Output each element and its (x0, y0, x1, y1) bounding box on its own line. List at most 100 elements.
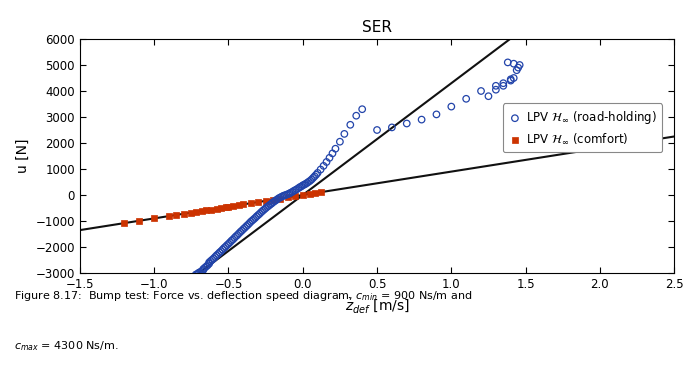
LPV $\mathcal{H}_\infty$ (road-holding) (257, 208, 268, 214)
LPV $\mathcal{H}_\infty$ (road-holding) (461, 96, 472, 102)
LPV $\mathcal{H}_\infty$ (comfort) (260, 198, 271, 204)
LPV $\mathcal{H}_\infty$ (comfort) (134, 218, 145, 224)
LPV $\mathcal{H}_\infty$ (road-holding) (270, 197, 281, 203)
LPV $\mathcal{H}_\infty$ (road-holding) (312, 170, 323, 176)
Point (513, 64, 524, 71)
LPV $\mathcal{H}_\infty$ (road-holding) (199, 265, 211, 271)
LPV $\mathcal{H}_\infty$ (road-holding) (226, 238, 237, 244)
LPV $\mathcal{H}_\infty$ (road-holding) (303, 179, 314, 185)
LPV $\mathcal{H}_\infty$ (road-holding) (514, 62, 525, 68)
LPV $\mathcal{H}_\infty$ (road-holding) (299, 181, 310, 188)
LPV $\mathcal{H}_\infty$ (comfort) (238, 201, 249, 207)
Text: $c_{max}$ = 4300 Ns/m.: $c_{max}$ = 4300 Ns/m. (14, 339, 119, 353)
LPV $\mathcal{H}_\infty$ (road-holding) (244, 220, 255, 227)
LPV $\mathcal{H}_\infty$ (road-holding) (197, 266, 208, 272)
LPV $\mathcal{H}_\infty$ (road-holding) (297, 182, 309, 188)
LPV $\mathcal{H}_\infty$ (road-holding) (234, 230, 245, 237)
LPV $\mathcal{H}_\infty$ (road-holding) (217, 246, 228, 253)
LPV $\mathcal{H}_\infty$ (road-holding) (351, 113, 362, 119)
LPV $\mathcal{H}_\infty$ (road-holding) (215, 248, 227, 254)
Point (483, 93, 494, 99)
LPV $\mathcal{H}_\infty$ (road-holding) (508, 75, 519, 81)
LPV $\mathcal{H}_\infty$ (road-holding) (273, 195, 284, 201)
LPV $\mathcal{H}_\infty$ (comfort) (201, 207, 212, 213)
LPV $\mathcal{H}_\infty$ (road-holding) (190, 271, 202, 278)
LPV $\mathcal{H}_\infty$ (road-holding) (302, 180, 313, 186)
LPV $\mathcal{H}_\infty$ (road-holding) (248, 216, 259, 222)
LPV $\mathcal{H}_\infty$ (comfort) (119, 220, 130, 226)
LPV $\mathcal{H}_\infty$ (road-holding) (260, 205, 271, 211)
LPV $\mathcal{H}_\infty$ (road-holding) (275, 194, 286, 200)
LPV $\mathcal{H}_\infty$ (road-holding) (272, 196, 283, 202)
LPV $\mathcal{H}_\infty$ (comfort) (315, 189, 326, 195)
LPV $\mathcal{H}_\infty$ (road-holding) (311, 172, 322, 178)
X-axis label: $\dot{z}_{def}$ [m/s]: $\dot{z}_{def}$ [m/s] (345, 296, 409, 315)
LPV $\mathcal{H}_\infty$ (comfort) (227, 203, 238, 209)
LPV $\mathcal{H}_\infty$ (road-holding) (211, 252, 222, 259)
LPV $\mathcal{H}_\infty$ (road-holding) (240, 223, 252, 229)
LPV $\mathcal{H}_\infty$ (road-holding) (278, 193, 289, 199)
LPV $\mathcal{H}_\infty$ (comfort) (171, 212, 182, 218)
LPV $\mathcal{H}_\infty$ (comfort) (223, 204, 234, 210)
Point (498, 83, 509, 89)
LPV $\mathcal{H}_\infty$ (road-holding) (338, 131, 350, 137)
LPV $\mathcal{H}_\infty$ (road-holding) (431, 111, 442, 117)
LPV $\mathcal{H}_\infty$ (road-holding) (213, 251, 224, 257)
Legend: LPV $\mathcal{H}_\infty$ (road-holding), LPV $\mathcal{H}_\infty$ (comfort): LPV $\mathcal{H}_\infty$ (road-holding),… (503, 103, 662, 152)
LPV $\mathcal{H}_\infty$ (comfort) (275, 195, 286, 202)
LPV $\mathcal{H}_\infty$ (road-holding) (372, 127, 383, 133)
LPV $\mathcal{H}_\infty$ (road-holding) (247, 217, 258, 223)
Y-axis label: u [N]: u [N] (16, 139, 30, 173)
LPV $\mathcal{H}_\infty$ (road-holding) (204, 261, 215, 267)
LPV $\mathcal{H}_\infty$ (road-holding) (220, 244, 231, 250)
LPV $\mathcal{H}_\infty$ (road-holding) (475, 88, 486, 94)
LPV $\mathcal{H}_\infty$ (comfort) (196, 208, 207, 214)
Point (505, 76, 516, 82)
LPV $\mathcal{H}_\infty$ (road-holding) (416, 117, 427, 123)
LPV $\mathcal{H}_\infty$ (road-holding) (357, 106, 368, 112)
LPV $\mathcal{H}_\infty$ (road-holding) (281, 191, 292, 198)
LPV $\mathcal{H}_\infty$ (road-holding) (245, 219, 256, 225)
LPV $\mathcal{H}_\infty$ (road-holding) (505, 78, 516, 84)
LPV $\mathcal{H}_\infty$ (road-holding) (269, 198, 280, 204)
LPV $\mathcal{H}_\infty$ (road-holding) (214, 249, 225, 255)
LPV $\mathcal{H}_\infty$ (road-holding) (238, 226, 249, 232)
LPV $\mathcal{H}_\infty$ (road-holding) (287, 189, 298, 195)
LPV $\mathcal{H}_\infty$ (road-holding) (227, 236, 238, 243)
LPV $\mathcal{H}_\infty$ (road-holding) (293, 185, 304, 191)
LPV $\mathcal{H}_\infty$ (road-holding) (206, 257, 218, 263)
LPV $\mathcal{H}_\infty$ (road-holding) (401, 121, 412, 127)
LPV $\mathcal{H}_\infty$ (road-holding) (288, 188, 300, 194)
LPV $\mathcal{H}_\infty$ (road-holding) (196, 268, 207, 274)
LPV $\mathcal{H}_\infty$ (road-holding) (266, 200, 277, 207)
LPV $\mathcal{H}_\infty$ (road-holding) (279, 192, 291, 199)
LPV $\mathcal{H}_\infty$ (road-holding) (224, 239, 236, 245)
LPV $\mathcal{H}_\infty$ (road-holding) (250, 215, 261, 221)
LPV $\mathcal{H}_\infty$ (road-holding) (268, 199, 279, 206)
LPV $\mathcal{H}_\infty$ (comfort) (297, 192, 309, 198)
LPV $\mathcal{H}_\infty$ (road-holding) (193, 270, 204, 277)
LPV $\mathcal{H}_\infty$ (road-holding) (277, 193, 288, 200)
LPV $\mathcal{H}_\infty$ (road-holding) (315, 167, 326, 173)
LPV $\mathcal{H}_\infty$ (road-holding) (306, 176, 317, 183)
Text: Figure 8.17:  Bump test: Force vs. deflection speed diagram, $c_{min}$ = 900 Ns/: Figure 8.17: Bump test: Force vs. deflec… (14, 289, 472, 303)
LPV $\mathcal{H}_\infty$ (road-holding) (511, 67, 522, 73)
LPV $\mathcal{H}_\infty$ (road-holding) (230, 233, 241, 239)
Point (508, 60, 519, 67)
LPV $\mathcal{H}_\infty$ (road-holding) (223, 241, 234, 247)
LPV $\mathcal{H}_\infty$ (road-holding) (218, 245, 229, 251)
LPV $\mathcal{H}_\infty$ (comfort) (220, 204, 231, 210)
LPV $\mathcal{H}_\infty$ (comfort) (309, 190, 320, 196)
LPV $\mathcal{H}_\infty$ (road-holding) (498, 80, 509, 86)
LPV $\mathcal{H}_\infty$ (comfort) (149, 215, 160, 222)
LPV $\mathcal{H}_\infty$ (road-holding) (308, 175, 319, 181)
LPV $\mathcal{H}_\infty$ (road-holding) (324, 155, 335, 161)
LPV $\mathcal{H}_\infty$ (road-holding) (300, 181, 311, 187)
Title: SER: SER (362, 20, 392, 35)
LPV $\mathcal{H}_\infty$ (road-holding) (282, 191, 293, 197)
LPV $\mathcal{H}_\infty$ (comfort) (268, 197, 279, 203)
LPV $\mathcal{H}_\infty$ (road-holding) (294, 184, 305, 190)
LPV $\mathcal{H}_\infty$ (road-holding) (284, 190, 295, 197)
LPV $\mathcal{H}_\infty$ (road-holding) (445, 103, 457, 110)
LPV $\mathcal{H}_\infty$ (road-holding) (204, 259, 215, 266)
